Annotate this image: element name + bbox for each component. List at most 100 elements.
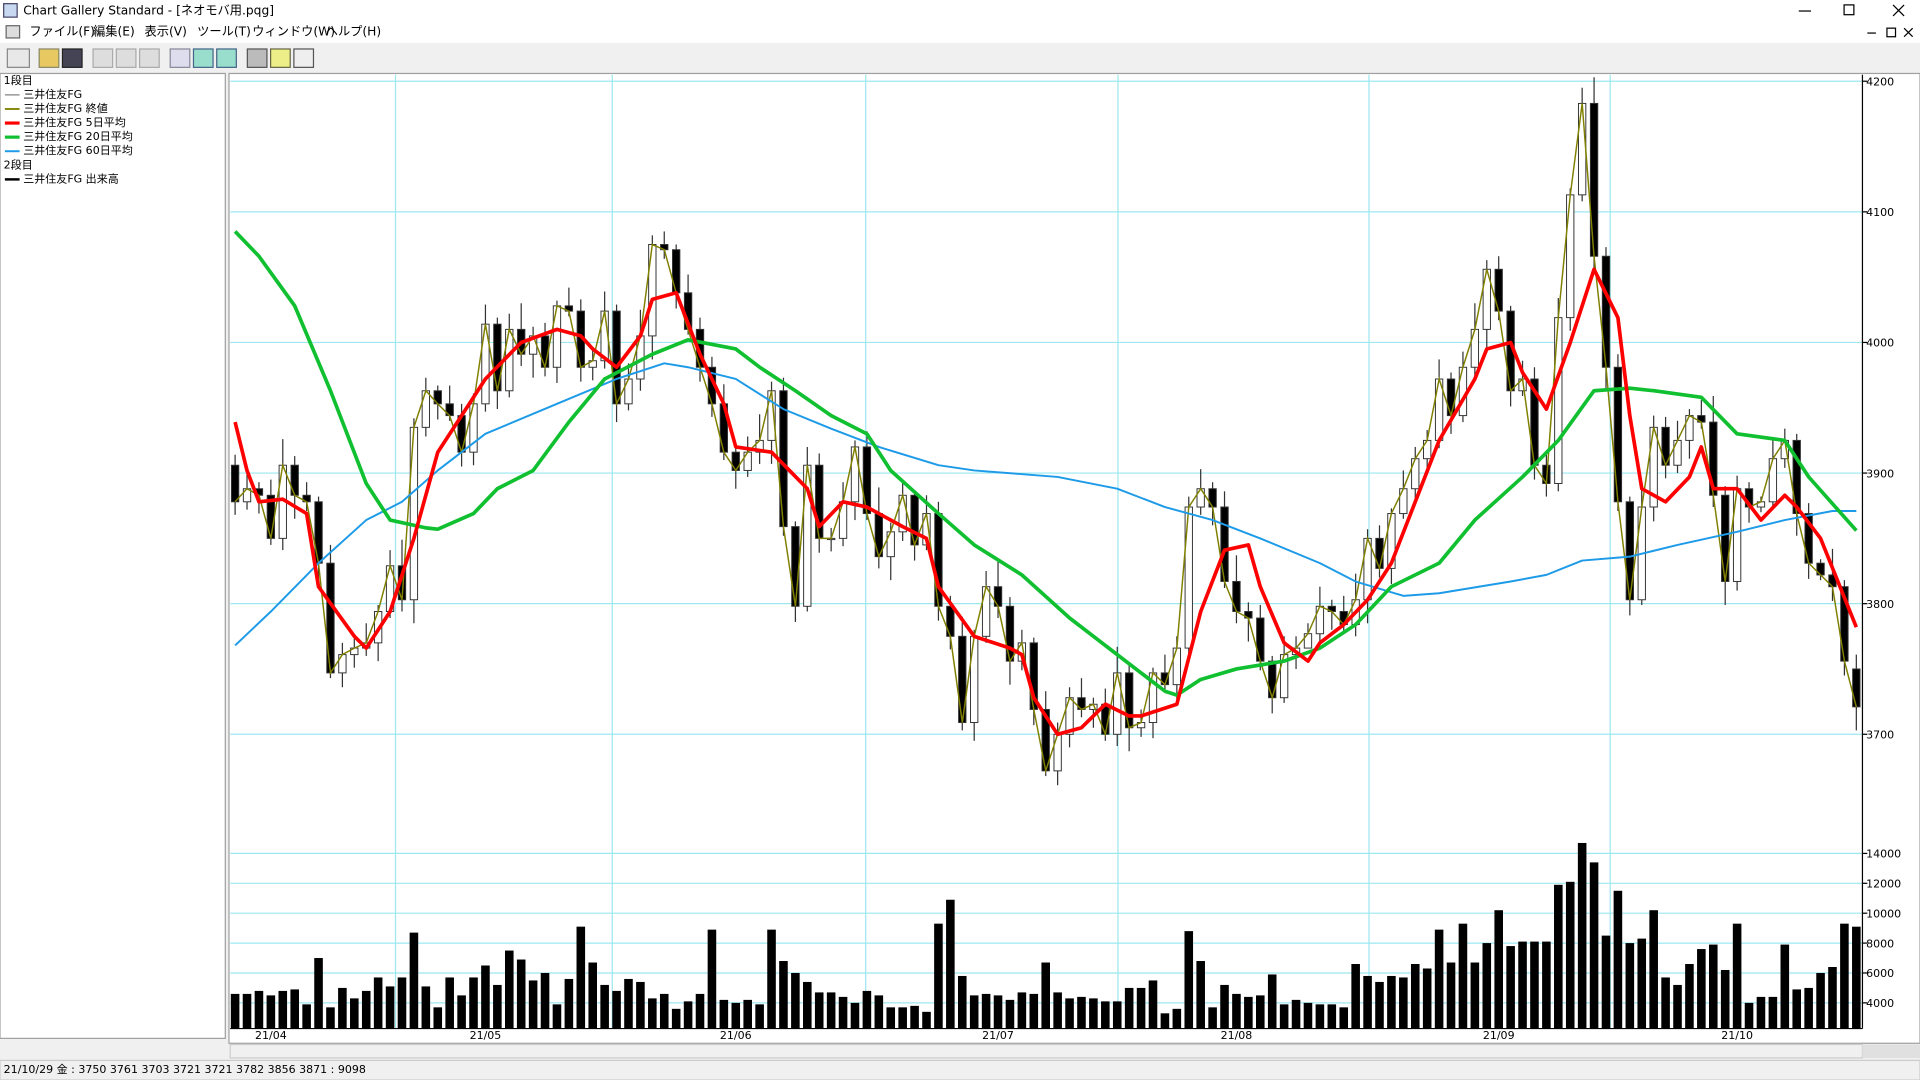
doc-icon xyxy=(5,25,21,39)
volume-bar xyxy=(302,1004,311,1029)
x-tick-label: 21/10 xyxy=(1721,1029,1753,1042)
legend-panel xyxy=(0,72,226,1039)
volume-bar xyxy=(1089,998,1098,1029)
candle-body xyxy=(421,390,430,428)
menu-item[interactable]: 表示(V) xyxy=(144,24,186,38)
volume-bar xyxy=(874,995,884,1029)
menu-item[interactable]: ツール(T) xyxy=(197,24,251,38)
volume-bar xyxy=(290,989,299,1029)
tool-button[interactable] xyxy=(270,48,291,68)
volume-bar xyxy=(1136,987,1146,1029)
volume-bar xyxy=(1291,999,1301,1029)
doc-close[interactable] xyxy=(1903,27,1914,38)
candle-body xyxy=(862,446,872,515)
volume-bar xyxy=(922,1011,931,1029)
tool-button[interactable] xyxy=(138,48,160,68)
volume-bar xyxy=(1363,975,1372,1029)
volume-bar xyxy=(1160,1013,1170,1029)
volume-bar xyxy=(1041,962,1050,1029)
volume-bar xyxy=(1458,923,1468,1029)
legend-label: 三井住友FG 出来高 xyxy=(23,171,118,185)
volume-bar xyxy=(624,978,633,1029)
candle-body xyxy=(1721,494,1730,582)
tool-button[interactable] xyxy=(169,48,191,68)
volume-bar xyxy=(1828,966,1837,1029)
candle-body xyxy=(1554,317,1563,484)
volume-bar xyxy=(588,962,598,1029)
moving-average-line xyxy=(233,230,1858,697)
volume-bar xyxy=(1542,941,1551,1029)
tool-button[interactable] xyxy=(246,48,268,68)
volume-bar xyxy=(1434,929,1444,1029)
volume-bar xyxy=(1220,984,1229,1029)
tool-button[interactable] xyxy=(61,48,83,68)
y-tick-label: 8000 xyxy=(1866,937,1894,950)
x-tick-label: 21/04 xyxy=(255,1029,287,1042)
volume-bar xyxy=(433,1007,443,1029)
volume-bar xyxy=(636,981,645,1029)
volume-bar xyxy=(683,1001,693,1029)
volume-bar xyxy=(481,965,490,1029)
volume-bar xyxy=(731,1002,741,1029)
volume-bar xyxy=(600,984,609,1029)
plot xyxy=(230,77,1861,1029)
volume-bar xyxy=(755,1004,764,1029)
candle-body xyxy=(791,526,800,607)
close-button[interactable] xyxy=(1892,4,1905,17)
status-bar xyxy=(0,1059,1920,1080)
volume-bar xyxy=(1852,926,1861,1029)
volume-bar xyxy=(338,987,347,1029)
restore-button[interactable] xyxy=(1843,4,1855,16)
volume-bar xyxy=(946,899,955,1029)
doc-restore[interactable] xyxy=(1886,27,1897,38)
volume-bar xyxy=(671,1008,681,1029)
volume-bar xyxy=(373,977,383,1029)
candle-body xyxy=(648,244,657,337)
volume-bar xyxy=(397,977,407,1029)
volume-bar xyxy=(1649,910,1658,1029)
volume-bar xyxy=(1399,977,1408,1029)
tool-button[interactable] xyxy=(216,48,237,68)
volume-bar xyxy=(1804,987,1813,1029)
volume-bar xyxy=(1315,1004,1325,1029)
menu-item[interactable]: ファイル(F) xyxy=(29,24,95,38)
volume-bar xyxy=(934,923,943,1029)
tool-button[interactable] xyxy=(115,48,137,68)
volume-bar xyxy=(659,993,669,1029)
volume-bar xyxy=(1720,969,1730,1029)
legend-label: 三井住友FG 60日平均 xyxy=(23,143,133,157)
volume-bar xyxy=(1196,961,1205,1029)
candle-body xyxy=(1232,580,1241,613)
tool-button[interactable] xyxy=(38,48,60,68)
menu-item[interactable]: ヘルプ(H) xyxy=(326,24,381,38)
volume-bar xyxy=(1589,862,1599,1029)
candle-body xyxy=(1363,537,1372,601)
tool-button[interactable] xyxy=(192,48,214,68)
volume-bar xyxy=(1673,984,1682,1029)
scrollbar[interactable] xyxy=(229,1043,1864,1059)
y-tick-label: 4200 xyxy=(1866,75,1894,88)
menu-item[interactable]: ウィンドウ(W) xyxy=(252,24,335,38)
volume-bar xyxy=(719,999,729,1029)
volume-bar xyxy=(278,990,288,1029)
volume-bar xyxy=(528,980,538,1029)
y-tick-label: 10000 xyxy=(1866,907,1901,920)
tool-button[interactable] xyxy=(6,48,30,68)
menu-item[interactable]: 編集(E) xyxy=(93,23,135,38)
volume-bar xyxy=(409,932,419,1029)
candle-body xyxy=(505,328,514,392)
candle-body xyxy=(1411,458,1420,490)
volume-bar xyxy=(1208,1007,1217,1029)
tool-button[interactable] xyxy=(293,48,315,68)
tool-button[interactable] xyxy=(92,48,114,68)
volume-bar xyxy=(1470,962,1480,1029)
volume-bar xyxy=(1446,962,1456,1029)
volume-bar xyxy=(1065,998,1074,1029)
volume-bar xyxy=(1565,881,1575,1029)
candle-body xyxy=(970,635,979,724)
y-tick-label: 4000 xyxy=(1866,997,1894,1010)
volume-bar xyxy=(850,1002,860,1029)
volume-bar xyxy=(1327,1004,1337,1029)
volume-bar xyxy=(504,950,514,1029)
